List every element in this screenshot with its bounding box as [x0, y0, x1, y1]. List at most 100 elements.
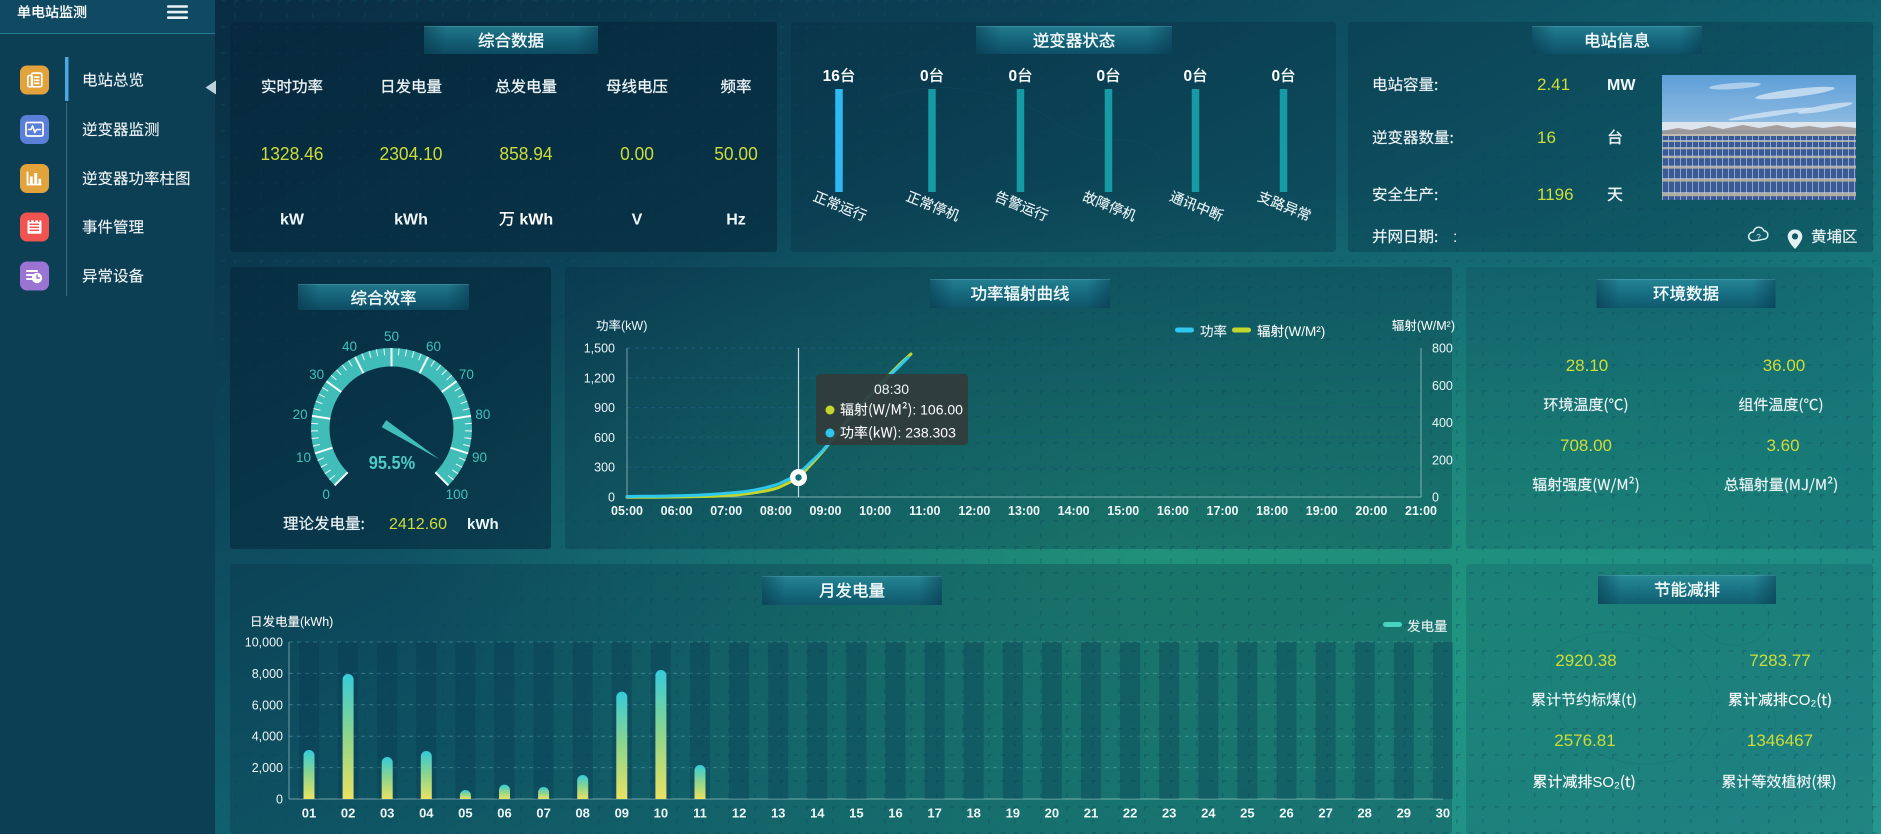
svg-text:02: 02 — [341, 806, 355, 821]
svg-text:6,000: 6,000 — [252, 698, 283, 712]
svg-text:400: 400 — [1432, 416, 1453, 430]
svg-text:800: 800 — [1432, 342, 1453, 356]
svg-text:2412.60: 2412.60 — [389, 516, 447, 533]
svg-text:29: 29 — [1397, 806, 1411, 821]
svg-text:15: 15 — [849, 806, 863, 821]
svg-text:900: 900 — [594, 401, 615, 415]
svg-text:16: 16 — [888, 806, 902, 821]
svg-text:07: 07 — [536, 806, 550, 821]
svg-text:50: 50 — [384, 329, 399, 344]
svg-text:2920.38: 2920.38 — [1555, 651, 1616, 670]
svg-text:SO: SO — [1592, 774, 1614, 791]
svg-text:600: 600 — [1432, 379, 1453, 393]
svg-text:09:00: 09:00 — [810, 504, 842, 518]
svg-text:05: 05 — [458, 806, 472, 821]
svg-text:?: ? — [1756, 232, 1761, 242]
svg-text:14:00: 14:00 — [1058, 504, 1090, 518]
svg-text:kWh: kWh — [394, 212, 428, 229]
svg-text:09: 09 — [615, 806, 629, 821]
svg-text:36.00: 36.00 — [1763, 356, 1806, 375]
svg-text:18:00: 18:00 — [1256, 504, 1288, 518]
svg-text:20:00: 20:00 — [1355, 504, 1387, 518]
svg-text:0: 0 — [1183, 68, 1192, 85]
svg-text:14: 14 — [810, 806, 825, 821]
svg-text:20: 20 — [293, 407, 308, 422]
svg-text:2.41: 2.41 — [1537, 75, 1570, 94]
svg-text:2304.10: 2304.10 — [380, 143, 443, 164]
svg-text:MW: MW — [1607, 77, 1636, 94]
svg-text:: 238.303: : 238.303 — [897, 425, 956, 441]
svg-text:26: 26 — [1279, 806, 1293, 821]
svg-text:30: 30 — [1436, 806, 1450, 821]
svg-text:80: 80 — [475, 407, 490, 422]
svg-text:24: 24 — [1201, 806, 1216, 821]
svg-text:16:00: 16:00 — [1157, 504, 1189, 518]
svg-text:708.00: 708.00 — [1560, 436, 1612, 455]
svg-text:03: 03 — [380, 806, 394, 821]
svg-text:18: 18 — [966, 806, 980, 821]
svg-text:V: V — [632, 212, 643, 229]
svg-text:07:00: 07:00 — [710, 504, 742, 518]
svg-text:10: 10 — [296, 450, 311, 465]
svg-text:kWh: kWh — [519, 212, 553, 229]
svg-text:1,500: 1,500 — [584, 342, 615, 356]
svg-text:10:00: 10:00 — [859, 504, 891, 518]
svg-text:23: 23 — [1162, 806, 1176, 821]
svg-text:21: 21 — [1084, 806, 1098, 821]
svg-text:08:30: 08:30 — [874, 381, 909, 397]
svg-text:0: 0 — [1271, 68, 1280, 85]
svg-text:0: 0 — [1008, 68, 1017, 85]
svg-text:13: 13 — [771, 806, 785, 821]
svg-text:16: 16 — [823, 68, 841, 85]
svg-text:19: 19 — [1006, 806, 1020, 821]
svg-text:13:00: 13:00 — [1008, 504, 1040, 518]
svg-text:95.5%: 95.5% — [369, 453, 416, 473]
svg-text:(W/M²): (W/M²) — [1417, 319, 1455, 333]
svg-text:17: 17 — [927, 806, 941, 821]
svg-text:1,200: 1,200 — [584, 371, 615, 385]
svg-text:50.00: 50.00 — [714, 143, 758, 164]
svg-text:1346467: 1346467 — [1747, 731, 1813, 750]
svg-text:01: 01 — [302, 806, 316, 821]
svg-text:60: 60 — [426, 339, 441, 354]
svg-text:2576.81: 2576.81 — [1554, 731, 1615, 750]
svg-text:: 106.00: : 106.00 — [912, 402, 963, 418]
svg-text:kW: kW — [280, 212, 305, 229]
svg-text:(kWh): (kWh) — [300, 615, 333, 629]
svg-text:90: 90 — [472, 450, 487, 465]
svg-text:11:00: 11:00 — [909, 504, 940, 518]
svg-text:08:00: 08:00 — [760, 504, 792, 518]
svg-text:0: 0 — [920, 68, 929, 85]
svg-text:1328.46: 1328.46 — [261, 143, 324, 164]
svg-text:04: 04 — [419, 806, 434, 821]
svg-text:40: 40 — [342, 339, 357, 354]
svg-text:05:00: 05:00 — [611, 504, 643, 518]
svg-text:0.00: 0.00 — [620, 143, 654, 164]
svg-text:70: 70 — [459, 367, 474, 382]
svg-text:0: 0 — [322, 487, 330, 502]
svg-text:200: 200 — [1432, 453, 1453, 467]
svg-text:3.60: 3.60 — [1766, 436, 1799, 455]
svg-text:27: 27 — [1318, 806, 1332, 821]
svg-text:11: 11 — [693, 806, 707, 821]
svg-text:22: 22 — [1123, 806, 1137, 821]
svg-text:2,000: 2,000 — [252, 761, 283, 775]
svg-text:1196: 1196 — [1537, 185, 1574, 204]
svg-text:100: 100 — [446, 487, 469, 502]
svg-text:kWh: kWh — [467, 516, 499, 533]
svg-text:8,000: 8,000 — [252, 667, 283, 681]
svg-text::: : — [1453, 229, 1457, 246]
svg-text:17:00: 17:00 — [1207, 504, 1239, 518]
svg-text:12:00: 12:00 — [958, 504, 990, 518]
svg-text:(W/M²): (W/M²) — [1284, 324, 1325, 339]
svg-text:₂: ₂ — [1614, 774, 1620, 791]
svg-text:7283.77: 7283.77 — [1749, 651, 1810, 670]
svg-text:600: 600 — [594, 431, 615, 445]
svg-text:10,000: 10,000 — [245, 636, 283, 650]
svg-text:0: 0 — [1096, 68, 1105, 85]
svg-text:12: 12 — [732, 806, 746, 821]
svg-text:(kW): (kW) — [621, 319, 647, 333]
svg-text:16: 16 — [1537, 128, 1556, 147]
svg-text:06:00: 06:00 — [661, 504, 693, 518]
svg-text:06: 06 — [497, 806, 511, 821]
